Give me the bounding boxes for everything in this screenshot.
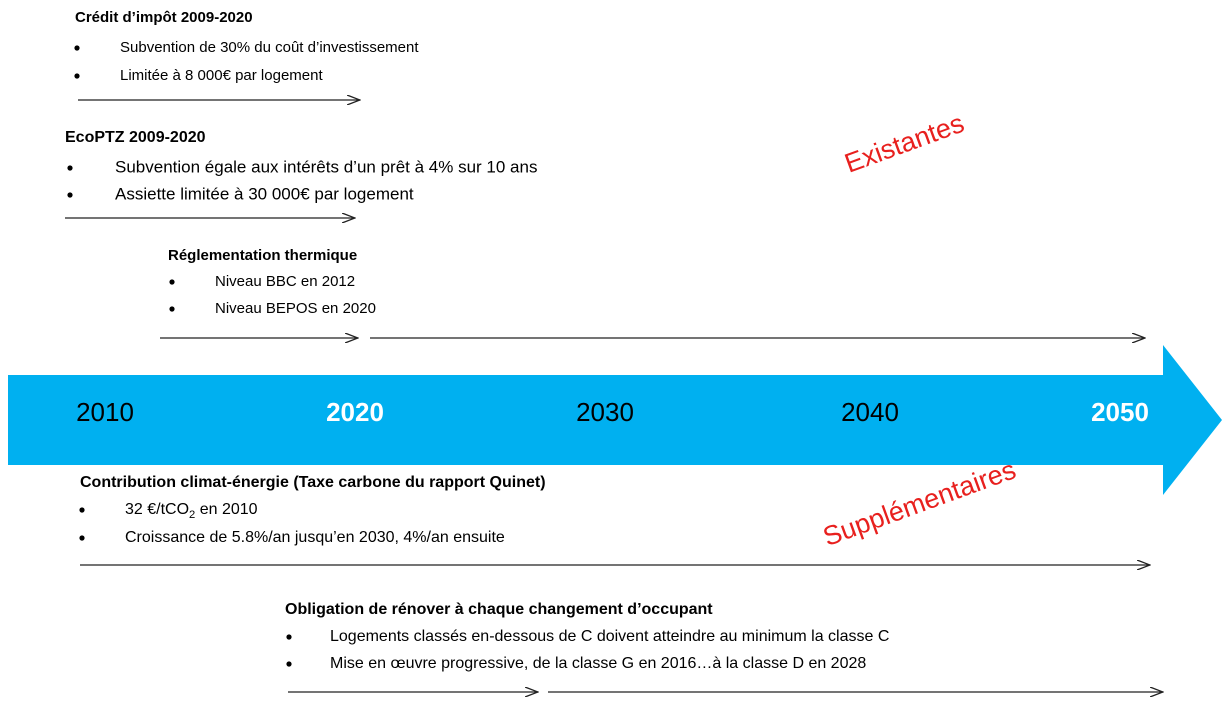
bullet-dot bbox=[169, 306, 175, 312]
bullet-text: Niveau BBC en 2012 bbox=[215, 273, 355, 290]
block-title: Réglementation thermique bbox=[168, 247, 357, 264]
bullet-dot bbox=[79, 507, 85, 513]
bullet-text-part: 32 €/tCO bbox=[125, 501, 189, 518]
timeline-year: 2010 bbox=[76, 397, 134, 427]
block-title: Contribution climat-énergie (Taxe carbon… bbox=[80, 474, 546, 491]
timeline-year: 2030 bbox=[576, 397, 634, 427]
bullet-dot bbox=[74, 73, 80, 79]
timeline-year: 2040 bbox=[841, 397, 899, 427]
bullet-text: Mise en œuvre progressive, de la classe … bbox=[330, 655, 866, 672]
bullet-text-part: 2 bbox=[189, 509, 195, 521]
bullet-dot bbox=[286, 634, 292, 640]
existing-label: Existantes bbox=[841, 108, 968, 179]
bullet-text: Subvention égale aux intérêts d’un prêt … bbox=[115, 157, 537, 176]
bullet-text: Niveau BEPOS en 2020 bbox=[215, 300, 376, 317]
bullet-text: Subvention de 30% du coût d’investisseme… bbox=[120, 39, 419, 56]
bullet-dot bbox=[286, 661, 292, 667]
block-title: Obligation de rénover à chaque changemen… bbox=[285, 601, 713, 618]
bullet-dot bbox=[169, 279, 175, 285]
timeline-band bbox=[8, 345, 1222, 495]
bullet-dot bbox=[67, 165, 73, 171]
bullet-text: Assiette limitée à 30 000€ par logement bbox=[115, 184, 414, 203]
bullet-dot bbox=[67, 192, 73, 198]
bullet-text: Croissance de 5.8%/an jusqu’en 2030, 4%/… bbox=[125, 529, 505, 546]
block-title: EcoPTZ 2009-2020 bbox=[65, 129, 206, 146]
bullet-dot bbox=[79, 535, 85, 541]
block-title: Crédit d’impôt 2009-2020 bbox=[75, 9, 253, 26]
timeline-year: 2050 bbox=[1091, 397, 1149, 427]
timeline-year: 2020 bbox=[326, 397, 384, 427]
bullet-text: Logements classés en-dessous de C doiven… bbox=[330, 628, 889, 645]
additional-label: Supplémentaires bbox=[819, 454, 1020, 551]
bullet-text: Limitée à 8 000€ par logement bbox=[120, 67, 323, 84]
bullet-text: 32 €/tCO2 en 2010 bbox=[125, 501, 258, 521]
bullet-text-part: en 2010 bbox=[195, 501, 257, 518]
bullet-dot bbox=[74, 45, 80, 51]
